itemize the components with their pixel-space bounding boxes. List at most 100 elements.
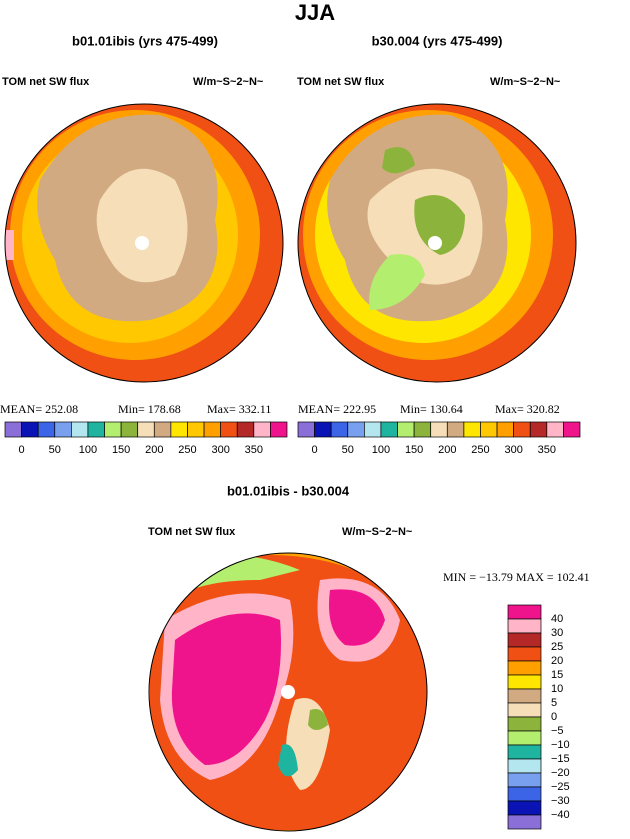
subtitle: b30.004 (yrs 475-499) <box>372 33 503 48</box>
colorbar-box <box>546 421 564 438</box>
stat: MIN = −13.79 MAX = 102.41 <box>443 570 590 584</box>
colorbar-box <box>4 421 22 438</box>
colorbar-label: 10 <box>551 683 563 695</box>
field-label: TOM net SW flux <box>297 76 385 88</box>
colorbar-box <box>507 632 542 648</box>
colorbar-box <box>347 421 365 438</box>
subtitle: b01.01ibis - b30.004 <box>227 483 350 498</box>
colorbar-box <box>463 421 481 438</box>
stat: MEAN= 222.95 <box>298 402 376 416</box>
title: JJA <box>295 0 335 25</box>
colorbar-box <box>507 716 542 732</box>
colorbar-label: 40 <box>551 613 563 625</box>
map <box>298 104 576 382</box>
colorbar-box <box>37 421 56 438</box>
colorbar-box <box>529 421 548 438</box>
colorbar-box <box>220 421 238 438</box>
colorbar-box <box>54 421 72 438</box>
colorbar-label: 300 <box>504 444 522 456</box>
colorbar-label: 5 <box>551 697 557 709</box>
colorbar-box <box>413 421 432 438</box>
colorbar-label: −20 <box>551 767 570 779</box>
colorbar-box <box>507 730 542 746</box>
colorbar-label: −5 <box>551 725 564 737</box>
colorbar-box <box>507 814 542 830</box>
colorbar-box <box>203 421 221 438</box>
field-label: TOM net SW flux <box>148 526 236 538</box>
subtitle: b01.01ibis (yrs 475-499) <box>72 33 218 48</box>
colorbar-box <box>71 421 89 438</box>
field-label: TOM net SW flux <box>2 76 90 88</box>
colorbar-box <box>507 674 542 690</box>
stat: Max= 320.82 <box>495 402 560 416</box>
colorbar-box <box>153 421 172 438</box>
colorbar-label: 200 <box>438 444 456 456</box>
colorbar-label: 100 <box>372 444 390 456</box>
colorbar-box <box>507 786 542 802</box>
colorbar-box <box>87 421 105 438</box>
colorbar-label: 350 <box>538 444 556 456</box>
colorbar-label: −30 <box>551 795 570 807</box>
colorbar-box <box>120 421 139 438</box>
colorbar-label: 25 <box>551 641 563 653</box>
colorbar-box <box>507 744 542 760</box>
colorbar-label: −25 <box>551 781 570 793</box>
colorbar-box <box>507 618 542 634</box>
colorbar-box <box>507 660 542 676</box>
colorbar-label: −40 <box>551 809 570 821</box>
colorbar-box <box>507 702 542 718</box>
colorbar-label: −10 <box>551 739 570 751</box>
colorbar-box <box>507 758 542 774</box>
colorbar-label: 100 <box>79 444 97 456</box>
colorbar-label: 200 <box>145 444 163 456</box>
colorbar-label: 250 <box>471 444 489 456</box>
units-label: W/m~S~2~N~ <box>342 526 413 538</box>
units-label: W/m~S~2~N~ <box>490 76 561 88</box>
colorbar-box <box>170 421 188 438</box>
map <box>5 104 283 382</box>
colorbar-label: 150 <box>405 444 423 456</box>
colorbar-label: 20 <box>551 655 563 667</box>
map-border <box>4 103 284 383</box>
colorbar-box <box>563 421 581 438</box>
colorbar-label: 150 <box>112 444 130 456</box>
colorbar-label: −15 <box>551 753 570 765</box>
stat: Max= 332.11 <box>207 402 271 416</box>
colorbar-box <box>21 421 39 438</box>
colorbar-box <box>137 421 155 438</box>
colorbar-label: 15 <box>551 669 563 681</box>
colorbar-box <box>297 421 315 438</box>
colorbar-box <box>364 421 382 438</box>
colorbar-box <box>430 421 448 438</box>
colorbar-label: 0 <box>551 711 557 723</box>
colorbar-label: 50 <box>49 444 61 456</box>
colorbar-box <box>314 421 332 438</box>
colorbar-box <box>507 646 542 662</box>
stat: Min= 130.64 <box>400 402 463 416</box>
colorbar-box <box>507 772 542 788</box>
colorbar-box <box>253 421 271 438</box>
colorbar-box <box>496 421 514 438</box>
map-border <box>148 552 428 832</box>
colorbar-label: 300 <box>211 444 229 456</box>
map <box>149 553 427 831</box>
colorbar-label: 250 <box>178 444 196 456</box>
colorbar-box <box>513 421 531 438</box>
map-border <box>297 103 577 383</box>
colorbar-box <box>507 688 542 704</box>
colorbar-label: 350 <box>245 444 263 456</box>
colorbar-box <box>236 421 255 438</box>
stat: Min= 178.68 <box>118 402 181 416</box>
colorbar-label: 0 <box>312 444 318 456</box>
colorbar-box <box>104 421 122 438</box>
colorbar-label: 0 <box>19 444 25 456</box>
units-label: W/m~S~2~N~ <box>193 76 264 88</box>
colorbar-box <box>330 421 349 438</box>
colorbar-box <box>187 421 205 438</box>
colorbar-box <box>270 421 288 438</box>
stat: MEAN= 252.08 <box>0 402 78 416</box>
colorbar-box <box>480 421 498 438</box>
colorbar-box <box>507 800 542 816</box>
